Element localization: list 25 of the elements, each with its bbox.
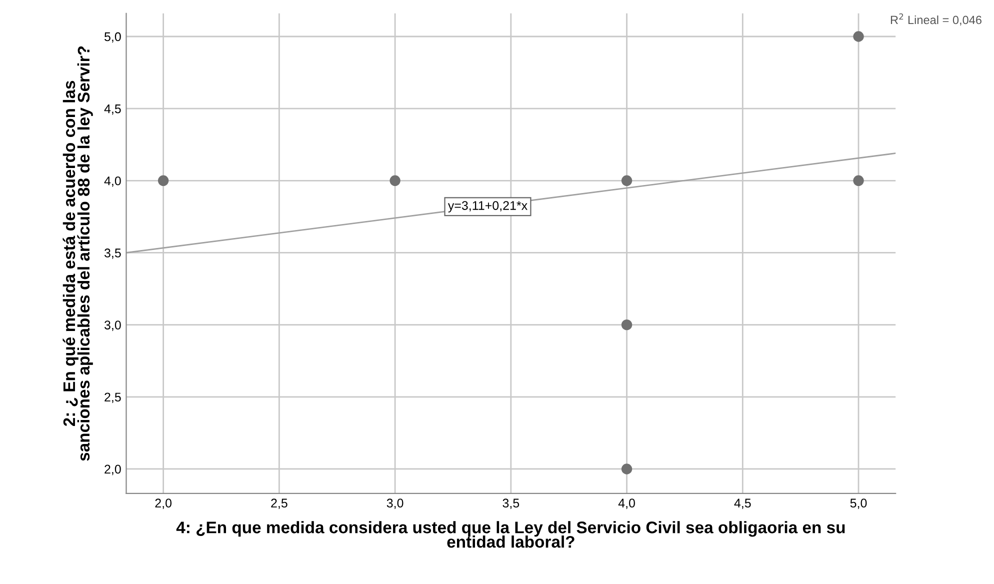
point: [621, 175, 632, 186]
x-tick-label: 3,5: [502, 498, 520, 509]
y-axis-title: 2: ¿ En qué medida está de acuerdo con las sanciones aplicables del artículo 88 de la ley Servir?: [62, 46, 93, 461]
y-tick-label: 4,5: [104, 104, 121, 115]
y-tick-label: 5,0: [104, 32, 121, 43]
point: [853, 175, 864, 186]
y-tick-label: 4,0: [104, 176, 121, 187]
x-tick-label: 5,0: [850, 498, 867, 509]
y-tick-label: 2,5: [104, 392, 121, 404]
x-tick-label: 2,0: [155, 498, 172, 509]
y-tick-label: 3,0: [104, 320, 121, 331]
x-axis-title: 4: ¿En que medida considera usted que la Ley del Servicio Civil sea obligaoria en su entidad laboral?: [176, 521, 845, 548]
annotation: R$^{2}$ Lineal = 0,046: [890, 13, 982, 26]
annotation: y=3,11+0,21*x: [448, 201, 528, 212]
y-tick-label: 2,0: [104, 464, 121, 476]
point: [390, 175, 400, 186]
x-tick-label: 3,0: [386, 498, 404, 509]
point: [853, 31, 864, 42]
y-tick-label: 3,5: [104, 248, 121, 259]
point: [158, 175, 169, 186]
x-tick-label: 2,5: [271, 498, 288, 509]
x-tick-label: 4,0: [618, 498, 635, 509]
point: [621, 319, 632, 330]
point: [621, 464, 632, 474]
x-tick-label: 4,5: [734, 498, 751, 509]
